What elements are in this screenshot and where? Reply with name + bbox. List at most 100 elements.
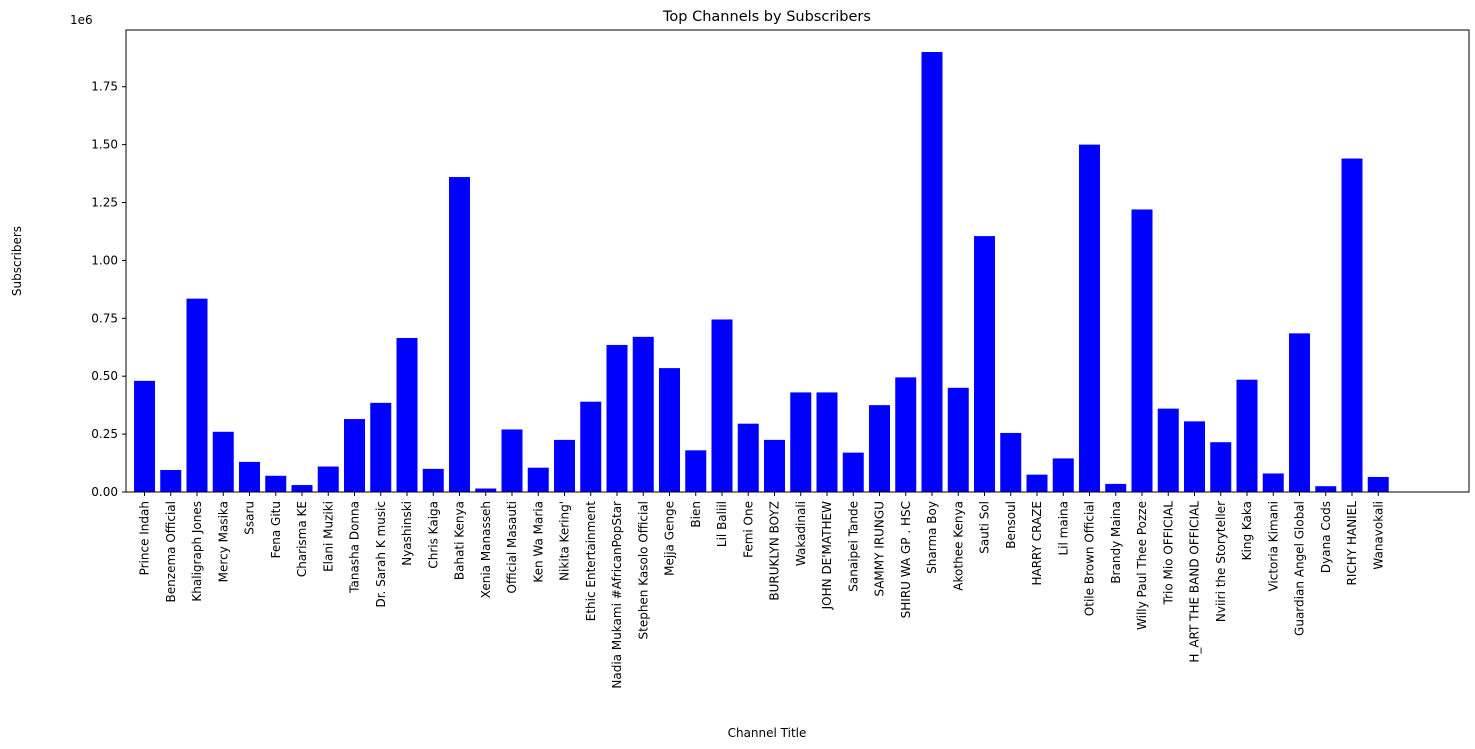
bar	[1026, 474, 1048, 492]
bar	[790, 392, 812, 492]
x-tick-label: Femi One	[741, 501, 755, 558]
bar	[554, 439, 575, 492]
bar	[449, 177, 470, 493]
bar	[632, 336, 654, 492]
bar	[1157, 408, 1179, 492]
x-axis-label: Channel Title	[728, 726, 807, 740]
bar	[370, 402, 392, 492]
bar	[134, 380, 155, 492]
bar	[764, 439, 785, 492]
x-axis-ticks: Prince Indah Benzema Official Khaligraph J…	[138, 492, 1385, 689]
x-tick-label: Nyashinski	[400, 501, 414, 566]
x-tick-label: Khaligraph Jones	[190, 501, 204, 602]
x-tick-label: H_ART THE BAND OFFICIAL	[1188, 501, 1202, 663]
x-tick-label: Elani Muziki	[321, 501, 335, 572]
x-tick-label: Nviiri the Storyteller	[1214, 501, 1228, 622]
bar	[1105, 483, 1127, 492]
bar	[711, 319, 733, 492]
bar	[659, 368, 680, 492]
bar	[1052, 458, 1074, 492]
y-tick-label: 1.75	[91, 80, 118, 94]
x-tick-label: Mejja Genge	[663, 501, 677, 576]
x-tick-label: Bien	[689, 501, 703, 528]
x-tick-label: King Kaka	[1240, 501, 1254, 560]
x-tick-label: Trio Mio OFFICIAL	[1161, 501, 1175, 606]
x-tick-label: Bahati Kenya	[453, 501, 467, 580]
bar	[1184, 421, 1205, 492]
x-tick-label: SAMMY IRUNGU	[873, 501, 887, 597]
y-tick-label: 0.75	[91, 311, 118, 325]
x-tick-label: Brandy Maina	[1109, 501, 1123, 584]
x-tick-label: Victoria Kimani	[1266, 501, 1280, 592]
x-tick-label: Sanaipei Tande	[846, 501, 860, 592]
x-tick-label: Benzema Official	[164, 501, 178, 602]
plot-frame	[125, 29, 1470, 493]
bar	[422, 468, 444, 492]
x-tick-label: Akothee Kenya	[951, 501, 965, 591]
x-tick-label: Ssaru	[243, 501, 257, 535]
bar	[1315, 486, 1337, 492]
x-tick-label: Lil maina	[1056, 501, 1070, 556]
bar	[1367, 476, 1389, 492]
bar	[842, 452, 864, 492]
bar	[265, 475, 287, 492]
y-tick-label: 0.25	[91, 427, 118, 441]
y-tick-label: 0.50	[91, 369, 118, 383]
y-tick-label: 1.25	[91, 196, 118, 210]
bar	[291, 485, 313, 492]
bar	[1210, 442, 1232, 492]
chart-title: Top Channels by Subscribers	[662, 9, 871, 25]
bar	[501, 429, 523, 492]
x-tick-label: Nikita Kering'	[558, 501, 572, 581]
x-tick-label: Official Masauti	[505, 501, 519, 593]
y-tick-label: 1.50	[91, 138, 118, 152]
bar	[1079, 144, 1100, 492]
bar	[921, 52, 943, 492]
x-tick-label: Mercy Masika	[216, 501, 230, 582]
y-tick-label: 1.00	[91, 253, 118, 267]
x-tick-label: Nadia Mukami #AfricanPopStar	[610, 501, 624, 689]
y-tick-label: 0.00	[91, 485, 118, 499]
bar	[1341, 158, 1363, 492]
bar	[186, 298, 208, 492]
x-tick-label: Sauti Sol	[978, 501, 992, 554]
bars-group	[134, 52, 1389, 493]
bar	[737, 423, 759, 492]
x-tick-label: Wakadinali	[794, 501, 808, 566]
x-tick-label: Stephen Kasolo Official	[636, 501, 650, 640]
x-tick-label: Dr. Sarah K music	[374, 501, 388, 608]
x-tick-label: RICHY HANIEL	[1345, 501, 1359, 586]
x-tick-label: HARRY CRAZE	[1030, 501, 1044, 586]
x-tick-label: Ethic Entertainment	[584, 501, 598, 622]
bar	[317, 466, 339, 492]
y-axis-label: Subscribers	[10, 226, 24, 296]
x-tick-label: Prince Indah	[138, 501, 152, 575]
y-axis-offset-label: 1e6	[70, 13, 93, 27]
bar	[947, 387, 969, 492]
x-tick-label: Willy Paul Thee Pozze	[1135, 501, 1149, 630]
x-tick-label: Guardian Angel Global	[1293, 501, 1307, 636]
bar	[1131, 209, 1153, 492]
x-tick-label: SHIRU WA GP . HSC	[899, 501, 913, 618]
x-tick-label: Wanavokali	[1371, 501, 1385, 570]
bar	[1000, 432, 1022, 492]
x-tick-label: Otile Brown Official	[1083, 501, 1097, 616]
x-tick-label: Xenia Manasseh	[479, 501, 493, 598]
bar	[475, 488, 497, 492]
bar	[895, 377, 917, 492]
bar	[239, 461, 260, 492]
x-tick-label: Charisma KE	[295, 501, 309, 577]
bar	[212, 431, 234, 492]
bar	[1236, 379, 1258, 492]
bar	[527, 467, 549, 492]
bar	[160, 470, 182, 492]
bar	[1289, 333, 1310, 492]
x-tick-label: BURUKLYN BOYZ	[768, 501, 782, 601]
bar	[606, 344, 628, 492]
x-tick-label: Chris Kaiga	[426, 501, 440, 569]
bar	[396, 338, 418, 492]
x-tick-label: Lil Baliil	[715, 501, 729, 547]
bar	[974, 236, 995, 492]
x-tick-label: Fena Gitu	[269, 501, 283, 558]
